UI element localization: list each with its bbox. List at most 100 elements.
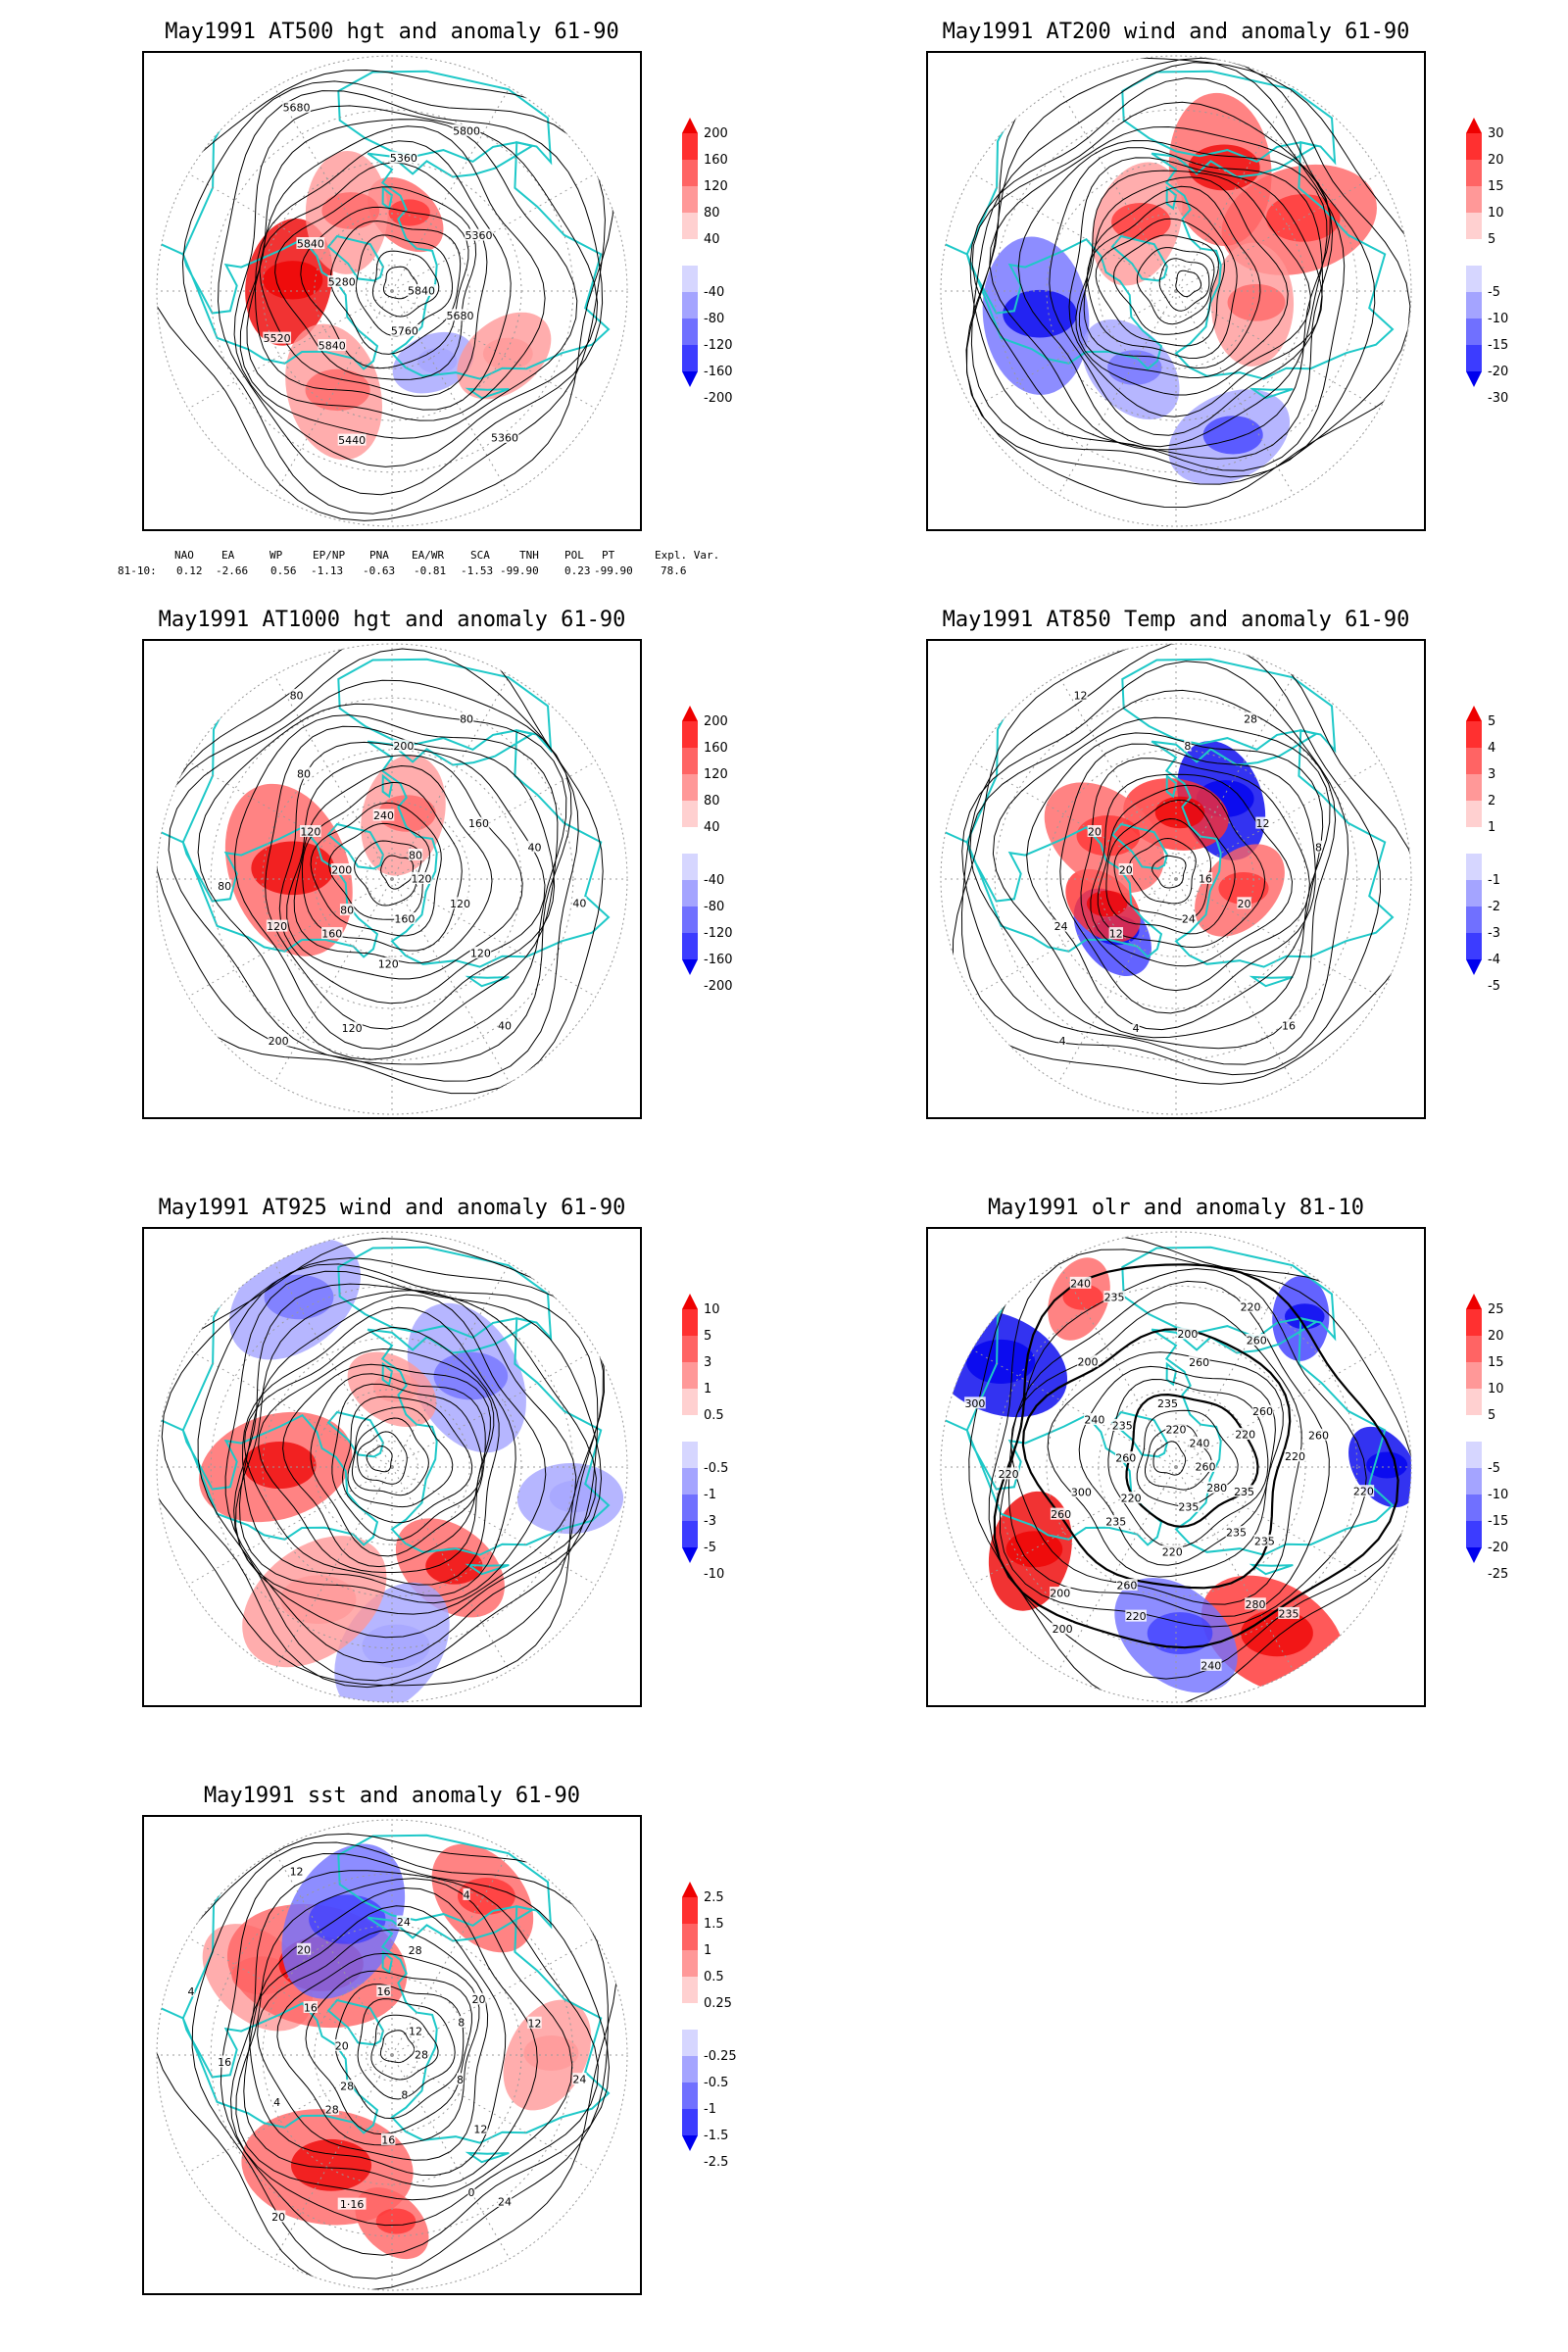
colorbar-swatch xyxy=(682,345,698,371)
contour-label: 4 xyxy=(187,1985,194,1998)
contour-line xyxy=(965,57,1411,485)
coastline xyxy=(1165,185,1178,211)
contour-label-bg xyxy=(1049,1587,1071,1599)
contour-line xyxy=(224,1270,603,1664)
colorbar-label: 5 xyxy=(1488,232,1495,247)
contour-label-bg xyxy=(396,1915,412,1928)
contour-label: 200 xyxy=(331,863,352,876)
contour-label-bg xyxy=(1058,1034,1066,1047)
colorbar-label: -10 xyxy=(704,1567,724,1582)
contour-label-bg xyxy=(1284,1449,1306,1462)
colorbar-label: -4 xyxy=(1488,953,1500,967)
colorbar-label: 40 xyxy=(704,820,720,835)
coastline xyxy=(465,975,510,988)
colorbar-label: 80 xyxy=(704,206,720,220)
colorbar-swatch xyxy=(682,1362,698,1389)
map-boundary xyxy=(940,643,1412,1115)
colorbar-swatch xyxy=(1466,1336,1482,1362)
colorbar-swatch xyxy=(682,1415,698,1442)
coastline xyxy=(1249,975,1294,988)
panel-title: May1991 olr and anomaly 81-10 xyxy=(987,1196,1365,1220)
map-boundary xyxy=(156,55,628,527)
contour-line xyxy=(1080,758,1310,992)
colorbar-swatch xyxy=(682,1442,698,1468)
colorbar-svg: 30 20 15 10 5 -5 -10 -15 -20 -30 xyxy=(1466,118,1508,406)
colorbar-swatch xyxy=(682,2003,698,2030)
contour-label: 235 xyxy=(1112,1419,1133,1432)
colorbar-label: 2 xyxy=(1488,794,1495,808)
coastline xyxy=(1110,1410,1169,1458)
coastline xyxy=(1110,822,1169,870)
contour-line xyxy=(168,679,572,1065)
contour-label-bg xyxy=(1352,1485,1375,1497)
meridian xyxy=(1175,290,1379,409)
meridian xyxy=(391,1466,510,1670)
coastline xyxy=(326,234,385,282)
panel-title: May1991 AT850 Temp and anomaly 61-90 xyxy=(942,608,1410,632)
contour-label: 235 xyxy=(1279,1607,1299,1620)
colorbar-label: -1 xyxy=(704,2102,716,2117)
colorbar-label: -30 xyxy=(1488,391,1508,406)
contour-label-bg xyxy=(459,711,474,724)
contour-label-bg xyxy=(458,2016,466,2029)
contour-label-bg xyxy=(1205,1481,1228,1494)
teleconnection-indices: NAO EA WP EP/NP PNA EA/WR SCA TNH POL PT… xyxy=(0,549,784,588)
contour-line xyxy=(989,125,1331,451)
index-value-ea: -2.66 xyxy=(216,564,249,577)
contour-label: 12 xyxy=(1074,689,1088,702)
contour-label: 20 xyxy=(1238,898,1251,910)
index-value-tnh: -99.90 xyxy=(500,564,539,577)
contour-label: 160 xyxy=(394,913,415,926)
contour-line xyxy=(239,119,578,439)
colorbar-label: 2.5 xyxy=(704,1890,724,1905)
contour-label-bg xyxy=(1111,1418,1134,1431)
anomaly-core xyxy=(1086,890,1128,917)
colorbar-swatch xyxy=(1466,721,1482,748)
colorbar-label: -2.5 xyxy=(704,2155,728,2170)
index-value-pt: -99.90 xyxy=(594,564,633,577)
contour-label-bg xyxy=(1181,912,1197,925)
contour-line xyxy=(157,69,614,521)
index-header-pna: PNA xyxy=(369,549,389,562)
contour-label-bg xyxy=(1237,897,1251,909)
contour-label: 40 xyxy=(498,1019,512,1032)
contour-label-bg xyxy=(1105,1515,1127,1528)
colorbar-svg: 200 160 120 80 40 -40 -80 -120 -160 -200 xyxy=(682,706,733,994)
contour-label-bg xyxy=(1161,1544,1184,1557)
contour-label-bg xyxy=(408,2024,423,2036)
anomaly-core xyxy=(457,1878,515,1915)
contour-label-bg xyxy=(1198,872,1213,884)
coastline xyxy=(381,1949,394,1975)
contour-label: 12 xyxy=(409,2025,422,2037)
contour-label-bg xyxy=(1240,1299,1261,1312)
contour-label: 4 xyxy=(1059,1035,1066,1048)
colorbar-arrow-top xyxy=(682,706,698,721)
contour-label-bg xyxy=(1125,1609,1147,1622)
index-value-explvar: 78.6 xyxy=(661,564,687,577)
contour-label: 12 xyxy=(473,2123,487,2135)
coastline xyxy=(326,822,385,870)
contour-label-bg xyxy=(266,919,288,932)
meridian xyxy=(1175,1349,1379,1468)
contour-label: 4 xyxy=(1133,1022,1140,1035)
index-header-pol: POL xyxy=(564,549,584,562)
meridian xyxy=(1175,1466,1294,1670)
contour-label: 235 xyxy=(1104,1292,1125,1304)
index-value-nao: 0.12 xyxy=(176,564,203,577)
contour-label-bg xyxy=(1052,1622,1073,1635)
contour-label: 260 xyxy=(1189,1356,1209,1369)
contour-label-bg xyxy=(1255,816,1270,829)
colorbar-svg: 25 20 15 10 5 -5 -10 -15 -20 -25 xyxy=(1466,1294,1508,1582)
panel-at500-hgt: May1991 AT500 hgt and anomaly 61-90 5840… xyxy=(0,0,784,588)
polar-map: 28 28 24 24 20 20 1·16 12 8 4 4 8 16 12 20 16 12 16 12 16 20… xyxy=(142,1815,642,2295)
colorbar-swatch xyxy=(682,2082,698,2109)
map-content: 5840 5840 5360 5360 5280 5360 5440 5680 5680 5520… xyxy=(157,58,625,524)
contour-line xyxy=(1090,773,1294,967)
contour-label: 200 xyxy=(393,740,414,753)
anomaly-core xyxy=(1202,416,1263,455)
contour-label-bg xyxy=(217,879,232,892)
colorbar-swatch xyxy=(682,854,698,880)
contour-line xyxy=(1145,1424,1212,1491)
contour-line xyxy=(305,1970,472,2135)
contour-label-bg xyxy=(469,946,492,958)
